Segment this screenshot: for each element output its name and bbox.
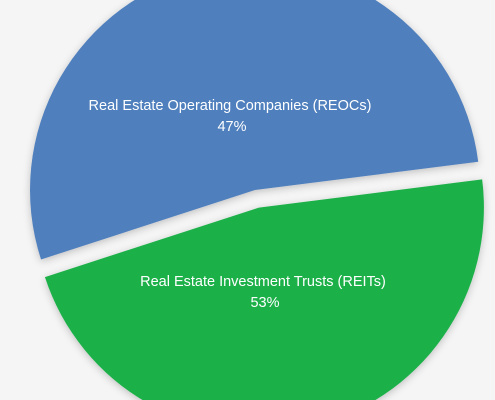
slice-name-reocs: Real Estate Operating Companies (REOCs) — [89, 98, 372, 114]
slice-value-reocs: 47% — [217, 119, 246, 135]
slice-value-reits: 53% — [250, 295, 279, 311]
slice-name-reits: Real Estate Investment Trusts (REITs) — [140, 274, 386, 290]
